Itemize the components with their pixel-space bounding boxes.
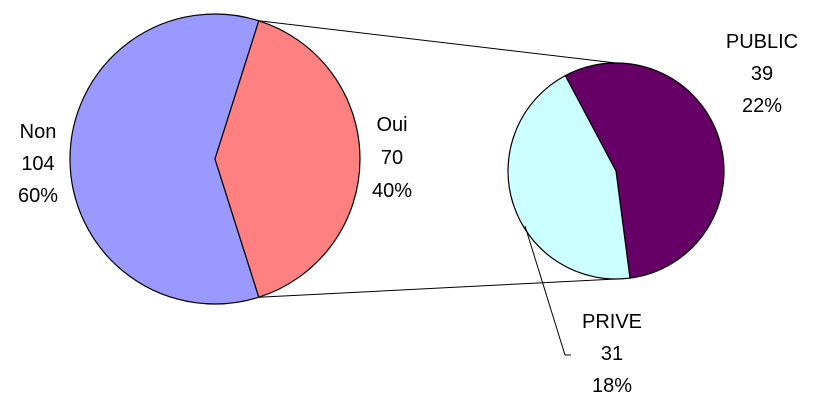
label-public-percent: 22% [742,95,782,117]
leader-lines [524,225,571,356]
main-pie [69,13,361,305]
leader-line-prive [524,225,571,356]
connector-line-bottom [258,278,617,298]
label-public: PUBLIC 39 22% [726,31,798,117]
pie-slice-prive [507,74,631,280]
label-non-name: Non [20,121,57,143]
label-public-value: 39 [751,63,773,85]
label-oui-percent: 40% [372,180,412,202]
label-prive: PRIVE 31 18% [582,311,642,397]
label-non-percent: 60% [18,185,58,207]
label-non: Non 104 60% [18,121,58,207]
label-public-name: PUBLIC [726,31,798,53]
secondary-pie [507,62,725,280]
pie-slice-public [564,62,725,279]
label-oui: Oui 70 40% [372,114,412,202]
connector-line-top [258,20,617,64]
label-prive-name: PRIVE [582,311,642,333]
label-oui-value: 70 [381,147,403,169]
pie-slice-oui [214,20,361,298]
label-non-value: 104 [21,153,54,175]
pie-slice-non [69,13,260,305]
label-oui-name: Oui [376,114,407,136]
connector-lines [258,20,617,298]
label-prive-value: 31 [601,343,623,365]
label-prive-percent: 18% [592,375,632,397]
